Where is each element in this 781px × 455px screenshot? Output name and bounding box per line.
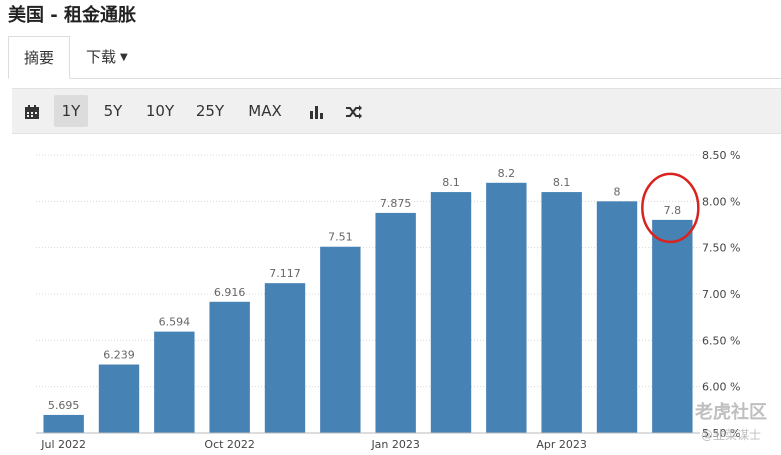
range-1y-button[interactable]: 1Y (54, 95, 88, 127)
bar-value-label: 8.1 (553, 176, 571, 189)
bar (486, 182, 527, 433)
shuffle-icon[interactable] (340, 95, 368, 127)
bar-value-label: 5.695 (48, 399, 80, 412)
tab-download[interactable]: 下载 ▼ (82, 36, 132, 78)
bar-value-label: 7.51 (328, 231, 353, 244)
bar (652, 219, 693, 433)
bar-value-label: 8.2 (498, 167, 516, 180)
chart-toolbar: 1Y 5Y 10Y 25Y MAX (12, 88, 781, 134)
caret-down-icon: ▼ (120, 51, 128, 63)
bar-chart-icon[interactable] (302, 95, 330, 127)
y-tick-label: 6.50 % (702, 334, 740, 347)
x-tick-label: Oct 2022 (204, 438, 255, 451)
bar-value-label: 6.916 (214, 286, 246, 299)
bar-value-label: 7.117 (269, 267, 301, 280)
y-tick-label: 6.00 % (702, 381, 740, 394)
bar-value-label: 6.594 (159, 316, 191, 329)
bar-value-label: 8.1 (442, 176, 460, 189)
calendar-icon[interactable] (18, 95, 46, 127)
bar-value-label: 7.8 (664, 204, 682, 217)
bar (209, 301, 250, 433)
highlight-circle (641, 172, 700, 244)
range-5y-button[interactable]: 5Y (103, 102, 123, 120)
bar (320, 246, 361, 433)
range-10y-button[interactable]: 10Y (145, 102, 175, 120)
range-25y-button[interactable]: 25Y (195, 102, 225, 120)
y-tick-label: 7.00 % (702, 288, 740, 301)
bar (264, 283, 306, 433)
bar (596, 201, 638, 433)
watermark-sub: @韭菜谋士 (700, 428, 761, 442)
range-max-button[interactable]: MAX (248, 102, 282, 120)
bar-value-label: 6.239 (103, 349, 135, 362)
bar-value-label: 7.875 (380, 197, 412, 210)
watermark: 老虎社区 (695, 402, 767, 423)
bar-value-label: 8 (614, 185, 621, 198)
page-title: 美国 - 租金通胀 (8, 5, 137, 26)
y-tick-label: 5.50 % (702, 427, 740, 440)
y-tick-label: 8.00 % (702, 195, 740, 208)
bar (375, 212, 416, 433)
tab-summary[interactable]: 摘要 (8, 36, 70, 79)
tab-bar: 摘要 下载 ▼ (8, 36, 781, 79)
x-tick-label: Jan 2023 (370, 438, 419, 451)
bar (541, 192, 582, 433)
bar (154, 331, 195, 433)
y-tick-label: 8.50 % (702, 149, 740, 162)
x-tick-label: Jul 2022 (40, 438, 86, 451)
bar (98, 364, 140, 433)
x-tick-label: Apr 2023 (536, 438, 587, 451)
bar (43, 414, 84, 433)
rent-inflation-bar-chart: 5.50 % 6.00 % 6.50 % 7.00 % 7.50 % 8.00 % 8.50… (36, 149, 740, 451)
y-tick-label: 7.50 % (702, 242, 740, 255)
tab-download-label: 下载 (86, 48, 117, 66)
bar (430, 192, 472, 433)
